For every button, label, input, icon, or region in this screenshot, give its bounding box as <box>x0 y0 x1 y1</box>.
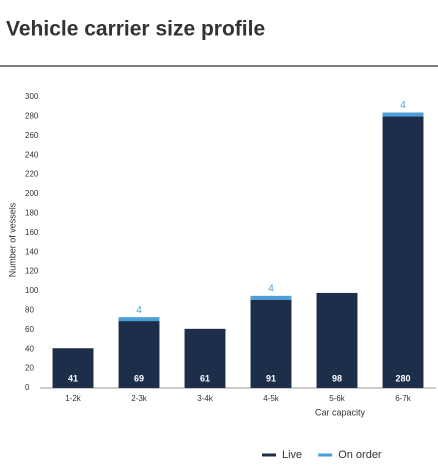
legend-label: Live <box>282 449 302 461</box>
y-tick-label: 280 <box>25 112 39 121</box>
value-label: 61 <box>200 373 210 383</box>
bar-segment <box>118 317 160 322</box>
y-tick-label: 220 <box>25 170 39 179</box>
y-tick-label: 80 <box>25 306 34 315</box>
y-tick-label: 20 <box>25 364 34 373</box>
y-tick-label: 160 <box>25 228 39 237</box>
bar-segment <box>52 348 94 388</box>
legend-label: On order <box>338 449 382 461</box>
value-label: 4 <box>400 100 406 111</box>
y-tick-label: 240 <box>25 150 39 159</box>
y-tick-label: 300 <box>25 92 39 101</box>
value-label: 91 <box>266 373 276 383</box>
bar-segment <box>118 321 160 388</box>
bar-segment <box>250 295 292 300</box>
y-tick-label: 60 <box>25 325 34 334</box>
value-label: 4 <box>268 283 274 294</box>
value-label: 98 <box>332 373 342 383</box>
bar-segment <box>316 292 358 388</box>
y-tick-label: 140 <box>25 247 39 256</box>
value-label: 280 <box>395 373 410 383</box>
x-tick-label: 1-2k <box>65 394 82 403</box>
y-tick-label: 40 <box>25 344 34 353</box>
value-label: 69 <box>134 373 144 383</box>
y-tick-label: 260 <box>25 131 39 140</box>
bar-segment <box>382 116 424 389</box>
y-tick-label: 0 <box>25 383 30 392</box>
x-tick-label: 3-4k <box>197 394 214 403</box>
value-label: 4 <box>136 305 142 316</box>
y-tick-label: 180 <box>25 209 39 218</box>
bar-segment <box>184 328 226 388</box>
x-axis-label: Car capacity <box>315 407 366 417</box>
y-tick-label: 100 <box>25 286 39 295</box>
x-tick-label: 4-5k <box>263 394 280 403</box>
x-tick-label: 2-3k <box>131 394 148 403</box>
x-tick-label: 5-6k <box>329 394 346 403</box>
y-axis-label: Number of vessels <box>7 202 17 277</box>
bar-segment <box>382 112 424 117</box>
x-tick-label: 6-7k <box>395 394 412 403</box>
value-label: 41 <box>68 373 78 383</box>
y-tick-label: 120 <box>25 267 39 276</box>
chart-title: Vehicle carrier size profile <box>6 18 265 41</box>
y-tick-label: 200 <box>25 189 39 198</box>
bar-segment <box>250 299 292 388</box>
